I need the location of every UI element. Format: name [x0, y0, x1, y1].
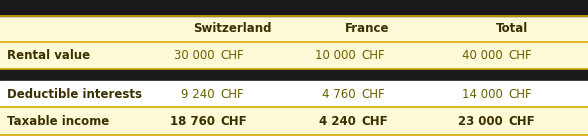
- Text: CHF: CHF: [509, 115, 535, 128]
- Text: Rental value: Rental value: [7, 49, 90, 62]
- Bar: [0, 42, 588, 69]
- Text: Switzerland: Switzerland: [193, 22, 272, 35]
- Text: CHF: CHF: [362, 115, 388, 128]
- Bar: [0, 0, 588, 16]
- Text: 30 000: 30 000: [174, 49, 215, 62]
- Bar: [0, 16, 588, 42]
- Text: 10 000: 10 000: [315, 49, 356, 62]
- Bar: [0, 81, 588, 107]
- Text: 23 000: 23 000: [458, 115, 503, 128]
- Text: France: France: [345, 22, 390, 35]
- Text: 14 000: 14 000: [462, 88, 503, 101]
- Text: 9 240: 9 240: [181, 88, 215, 101]
- Text: Total: Total: [496, 22, 527, 35]
- Text: CHF: CHF: [220, 115, 247, 128]
- Text: CHF: CHF: [220, 49, 244, 62]
- Text: CHF: CHF: [509, 49, 532, 62]
- Text: CHF: CHF: [362, 88, 385, 101]
- Bar: [0, 69, 588, 81]
- Text: CHF: CHF: [509, 88, 532, 101]
- Text: Taxable income: Taxable income: [7, 115, 109, 128]
- Text: 40 000: 40 000: [462, 49, 503, 62]
- Text: 18 760: 18 760: [169, 115, 215, 128]
- Text: CHF: CHF: [220, 88, 244, 101]
- Text: CHF: CHF: [362, 49, 385, 62]
- Text: 4 760: 4 760: [322, 88, 356, 101]
- Bar: [0, 107, 588, 135]
- Text: 4 240: 4 240: [319, 115, 356, 128]
- Text: Deductible interests: Deductible interests: [7, 88, 142, 101]
